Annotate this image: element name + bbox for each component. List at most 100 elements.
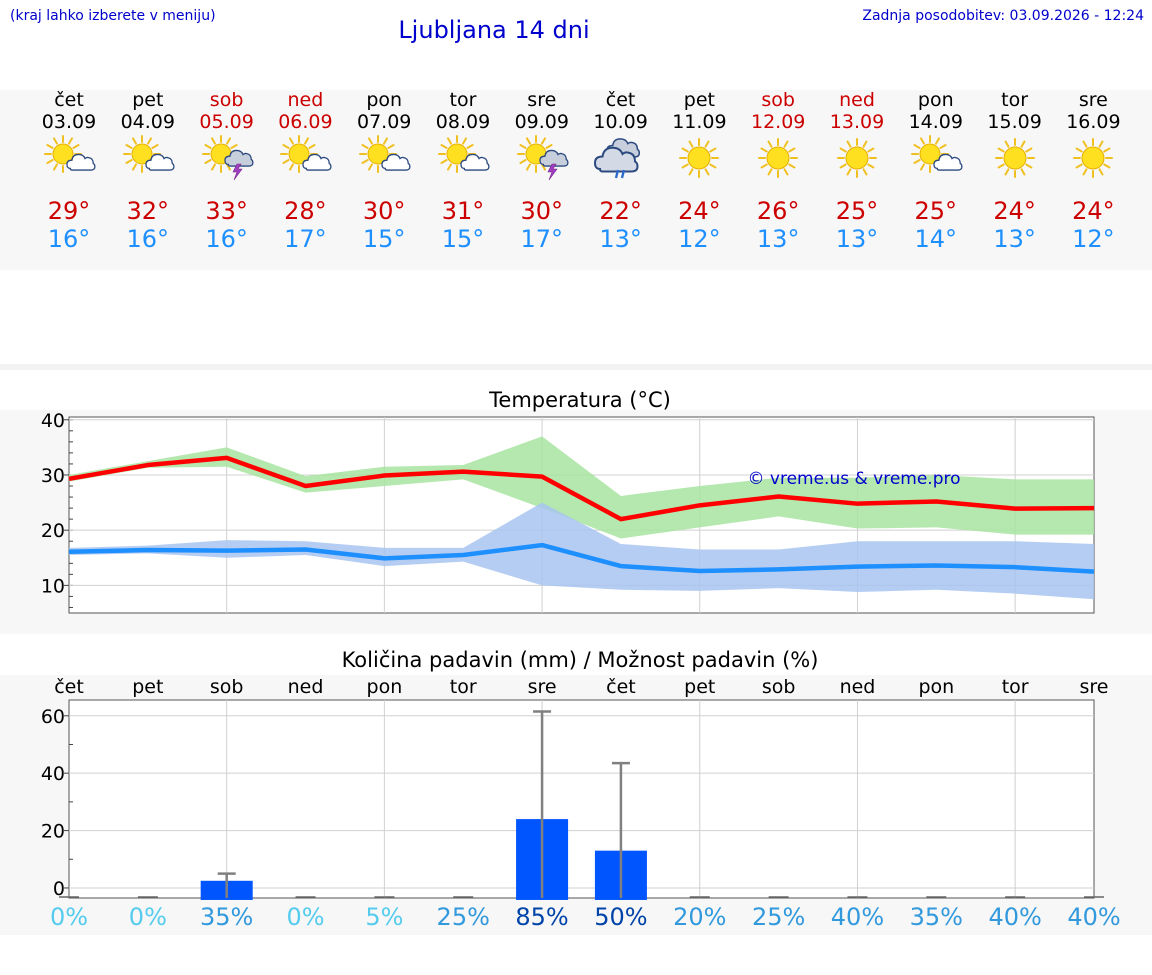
day-name: pon [917, 89, 954, 111]
day-column: ned 13.09 [817, 89, 897, 133]
precipitation-probability: 40% [988, 903, 1042, 931]
day-date: 10.09 [593, 111, 648, 133]
x-day-label: tor [450, 676, 477, 698]
precipitation-probability: 40% [1067, 903, 1121, 931]
max-temperature: 24° [993, 197, 1036, 225]
precipitation-probability: 5% [365, 903, 404, 931]
y-tick-label: 0 [53, 878, 65, 900]
day-name: ned [839, 89, 875, 111]
min-temperature: 13° [599, 225, 642, 253]
max-temp-range-band [69, 436, 1094, 539]
x-day-label: pon [918, 676, 954, 698]
min-temperature: 16° [126, 225, 170, 253]
min-temperature: 17° [520, 225, 564, 253]
precipitation-chart-title: Količina padavin (mm) / Možnost padavin … [341, 648, 819, 672]
page-title: Ljubljana 14 dni [398, 16, 590, 44]
sun-icon [1065, 134, 1121, 182]
sun-cloud-icon [356, 134, 412, 182]
day-column: čet 03.09 [29, 89, 109, 133]
max-temperature: 25° [914, 197, 958, 225]
sun-cloud-icon [41, 134, 97, 182]
y-tick-label: 20 [41, 520, 65, 542]
max-temperature: 26° [756, 197, 800, 225]
precipitation-probability: 20% [673, 903, 727, 931]
min-temperature: 17° [284, 225, 327, 253]
day-column: sre 16.09 [1053, 89, 1133, 133]
day-column: sre 09.09 [502, 89, 582, 133]
day-date: 03.09 [41, 111, 97, 133]
day-name: sob [761, 89, 795, 111]
min-temp-line [68, 542, 1095, 574]
sun-icon [987, 134, 1043, 182]
watermark: © vreme.us & vreme.pro [747, 469, 960, 489]
day-date: 16.09 [1066, 111, 1121, 133]
precipitation-probability: 35% [909, 903, 963, 931]
sun-cloud-icon [908, 134, 964, 182]
sun-icon [829, 134, 885, 182]
day-name: sre [527, 89, 557, 111]
day-column: čet 10.09 [581, 89, 661, 133]
precipitation-probability: 0% [128, 903, 167, 931]
day-column: pet 04.09 [108, 89, 188, 133]
day-date: 05.09 [199, 111, 254, 133]
max-temperature: 32° [126, 197, 170, 225]
x-day-label: sob [762, 676, 796, 698]
precipitation-probability: 0% [286, 903, 325, 931]
location-menu-link[interactable]: (kraj lahko izberete v meniju) [10, 8, 216, 24]
temperature-chart-title: Temperatura (°C) [489, 388, 671, 412]
min-temperature: 15° [362, 225, 406, 253]
y-tick-label: 20 [41, 821, 65, 843]
max-temperature: 30° [520, 197, 564, 225]
day-date: 07.09 [356, 111, 412, 133]
day-name: ned [287, 89, 324, 111]
max-temperature: 25° [835, 197, 879, 225]
sun-cloud-storm-icon [514, 134, 570, 182]
x-day-label: sre [528, 676, 557, 698]
day-name: pet [683, 89, 715, 111]
day-date: 04.09 [120, 111, 175, 133]
sun-icon [750, 134, 806, 182]
precipitation-probability: 25% [436, 903, 490, 931]
x-day-label: čet [54, 676, 84, 698]
min-temperature: 14° [914, 225, 958, 253]
day-name: sob [209, 89, 244, 111]
y-tick-label: 40 [41, 763, 65, 785]
last-updated: Zadnja posodobitev: 03.09.2026 - 12:24 [862, 8, 1144, 24]
max-temperature: 22° [599, 197, 642, 225]
y-tick-label: 40 [41, 410, 65, 432]
max-temperature: 24° [678, 197, 721, 225]
x-day-label: pon [367, 676, 403, 698]
min-temperature: 13° [835, 225, 879, 253]
day-date: 09.09 [514, 111, 569, 133]
day-column: pon 14.09 [896, 89, 976, 133]
day-name: pet [132, 89, 164, 111]
x-day-label: pet [684, 676, 715, 698]
day-column: pon 07.09 [344, 89, 424, 133]
day-column: tor 15.09 [975, 89, 1055, 133]
precipitation-probability: 0% [49, 903, 89, 931]
max-temperature: 30° [362, 197, 406, 225]
min-temperature: 13° [756, 225, 800, 253]
x-day-label: sre [1080, 676, 1109, 698]
max-temperature: 28° [284, 197, 327, 225]
day-date: 11.09 [672, 111, 727, 133]
day-date: 13.09 [829, 111, 885, 133]
x-day-label: ned [288, 676, 324, 698]
sun-cloud-icon [120, 134, 176, 182]
min-temperature: 16° [205, 225, 248, 253]
x-day-label: čet [606, 676, 636, 698]
x-day-label: pet [132, 676, 163, 698]
day-column: sob 05.09 [187, 89, 267, 133]
x-day-label: sob [210, 676, 244, 698]
max-temperature: 33° [205, 197, 248, 225]
min-temp-range-band [69, 502, 1094, 600]
sun-cloud-icon [435, 134, 491, 182]
day-column: ned 06.09 [265, 89, 345, 133]
precipitation-probability: 40% [830, 903, 885, 931]
min-temperature: 16° [47, 225, 91, 253]
y-tick-label: 10 [41, 575, 65, 597]
max-temperature: 29° [47, 197, 91, 225]
day-date: 12.09 [750, 111, 806, 133]
day-date: 06.09 [278, 111, 333, 133]
x-day-label: ned [840, 676, 876, 698]
